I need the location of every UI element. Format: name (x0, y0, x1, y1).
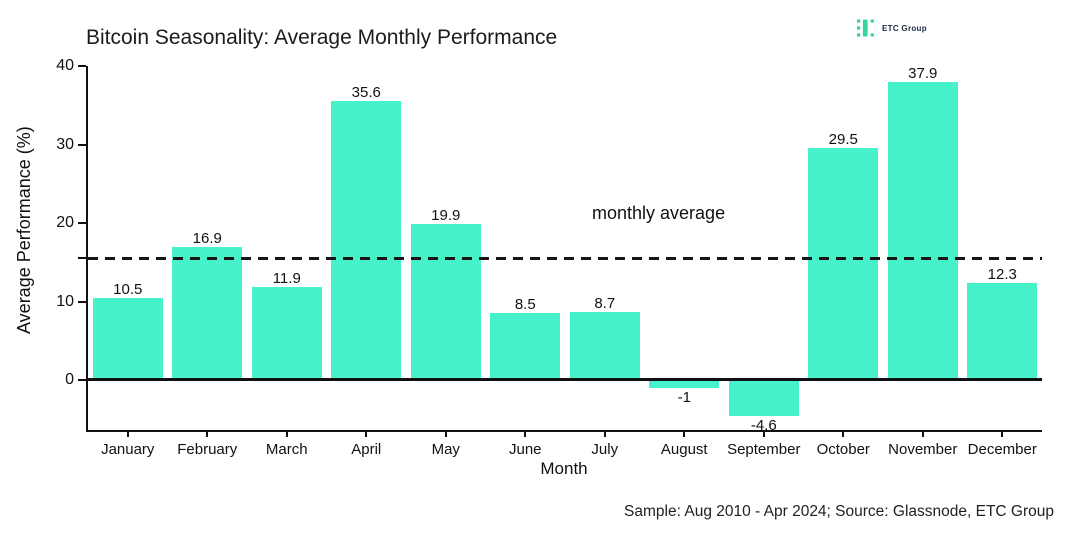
bar-february (172, 247, 243, 380)
x-axis-tick-label: July (591, 441, 619, 458)
y-axis-tick-label: 40 (56, 57, 74, 74)
y-axis-spine (86, 66, 88, 432)
bar-april (331, 100, 402, 380)
bar-value-september: -4.6 (750, 417, 777, 435)
y-axis-tick (78, 143, 86, 146)
x-axis-tick (365, 430, 368, 437)
x-axis-tick-label: November (888, 441, 958, 458)
y-axis-tick (78, 379, 86, 381)
bar-november (887, 82, 958, 380)
x-axis-tick (842, 430, 845, 437)
bar-june (490, 313, 561, 380)
source-note: Sample: Aug 2010 - Apr 2024; Source: Gla… (624, 503, 1054, 520)
x-axis-tick-label: December (967, 441, 1037, 458)
y-axis-tick (78, 300, 86, 303)
average-line-label: monthly average (592, 203, 726, 223)
bar-october (808, 148, 879, 380)
x-axis-tick (285, 430, 288, 437)
bar-march (251, 286, 322, 380)
x-axis-tick (444, 430, 447, 437)
y-axis-tick-label: 0 (65, 371, 74, 388)
x-axis-tick-label: October (816, 441, 870, 458)
x-axis-spine (86, 430, 1042, 432)
x-axis-title: Month (540, 459, 588, 478)
bar-value-november: 37.9 (908, 65, 938, 83)
bar-value-december: 12.3 (987, 266, 1017, 284)
y-axis-tick-label: 20 (56, 214, 74, 231)
etc-group-logo: ETC Group (857, 19, 927, 37)
monthly-average-line (88, 257, 1042, 261)
bar-december (967, 283, 1038, 380)
bar-value-june: 8.5 (514, 296, 536, 314)
y-axis-tick (78, 65, 86, 67)
bar-july (569, 311, 640, 380)
x-axis-tick-label: June (508, 441, 542, 458)
y-axis-tick (78, 222, 86, 224)
bar-value-august: -1 (677, 388, 691, 406)
bar-may (410, 223, 481, 380)
x-axis-tick (1001, 430, 1004, 437)
x-axis-tick-label: May (431, 441, 460, 458)
x-axis-tick-label: March (265, 441, 308, 458)
x-axis-tick (921, 430, 924, 437)
x-axis-tick (126, 430, 129, 437)
bar-september (728, 380, 799, 417)
bar-august (649, 380, 720, 388)
etc-group-logo-text: ETC Group (882, 23, 927, 33)
x-axis-tick-label: August (660, 441, 708, 458)
y-axis-tick-label: 10 (56, 292, 74, 310)
x-axis-tick (762, 430, 765, 437)
bar-value-january: 10.5 (113, 280, 143, 298)
bar-value-may: 19.9 (431, 206, 461, 224)
x-axis-tick (603, 430, 606, 437)
y-axis-average-tick (78, 257, 86, 260)
bar-value-april: 35.6 (351, 83, 381, 101)
x-axis-tick (524, 430, 527, 437)
bar-value-february: 16.9 (192, 230, 222, 248)
chart-title: Bitcoin Seasonality: Average Monthly Per… (86, 26, 558, 49)
x-axis-tick-label: September (727, 441, 801, 458)
etc-group-logo-icon (857, 19, 874, 37)
bar-january (92, 297, 163, 380)
x-axis-tick-label: April (351, 441, 382, 458)
bar-value-october: 29.5 (828, 131, 858, 149)
x-axis-tick (206, 430, 209, 437)
x-axis-tick-label: January (101, 441, 155, 458)
bar-value-march: 11.9 (272, 269, 301, 287)
y-axis-tick-label: 30 (56, 135, 74, 153)
x-axis-tick-label: February (177, 441, 238, 458)
x-axis-tick (683, 430, 686, 437)
bar-value-july: 8.7 (594, 294, 616, 312)
zero-line (87, 378, 1042, 381)
